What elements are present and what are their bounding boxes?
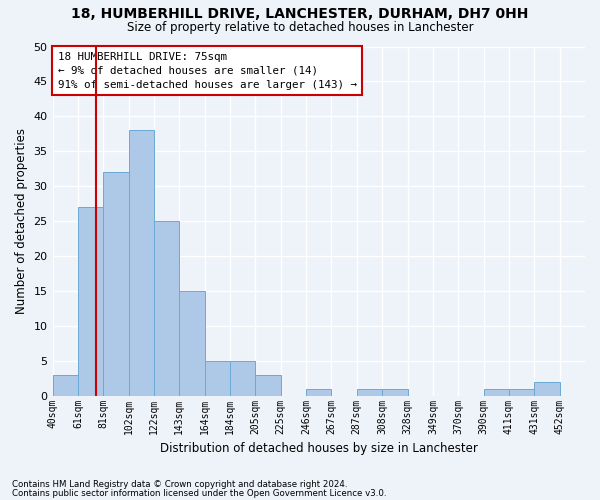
Bar [484,388,509,396]
Bar [179,291,205,396]
X-axis label: Distribution of detached houses by size in Lanchester: Distribution of detached houses by size … [160,442,478,455]
Bar [256,374,281,396]
Bar [509,388,534,396]
Bar [103,172,128,396]
Bar [128,130,154,396]
Text: 18 HUMBERHILL DRIVE: 75sqm
← 9% of detached houses are smaller (14)
91% of semi-: 18 HUMBERHILL DRIVE: 75sqm ← 9% of detac… [58,52,357,90]
Text: 18, HUMBERHILL DRIVE, LANCHESTER, DURHAM, DH7 0HH: 18, HUMBERHILL DRIVE, LANCHESTER, DURHAM… [71,8,529,22]
Bar [306,388,331,396]
Text: Contains public sector information licensed under the Open Government Licence v3: Contains public sector information licen… [12,488,386,498]
Bar [357,388,382,396]
Y-axis label: Number of detached properties: Number of detached properties [15,128,28,314]
Bar [205,360,230,396]
Bar [382,388,407,396]
Bar [78,207,103,396]
Bar [534,382,560,396]
Text: Contains HM Land Registry data © Crown copyright and database right 2024.: Contains HM Land Registry data © Crown c… [12,480,347,489]
Bar [230,360,256,396]
Bar [53,374,78,396]
Bar [154,221,179,396]
Text: Size of property relative to detached houses in Lanchester: Size of property relative to detached ho… [127,21,473,34]
